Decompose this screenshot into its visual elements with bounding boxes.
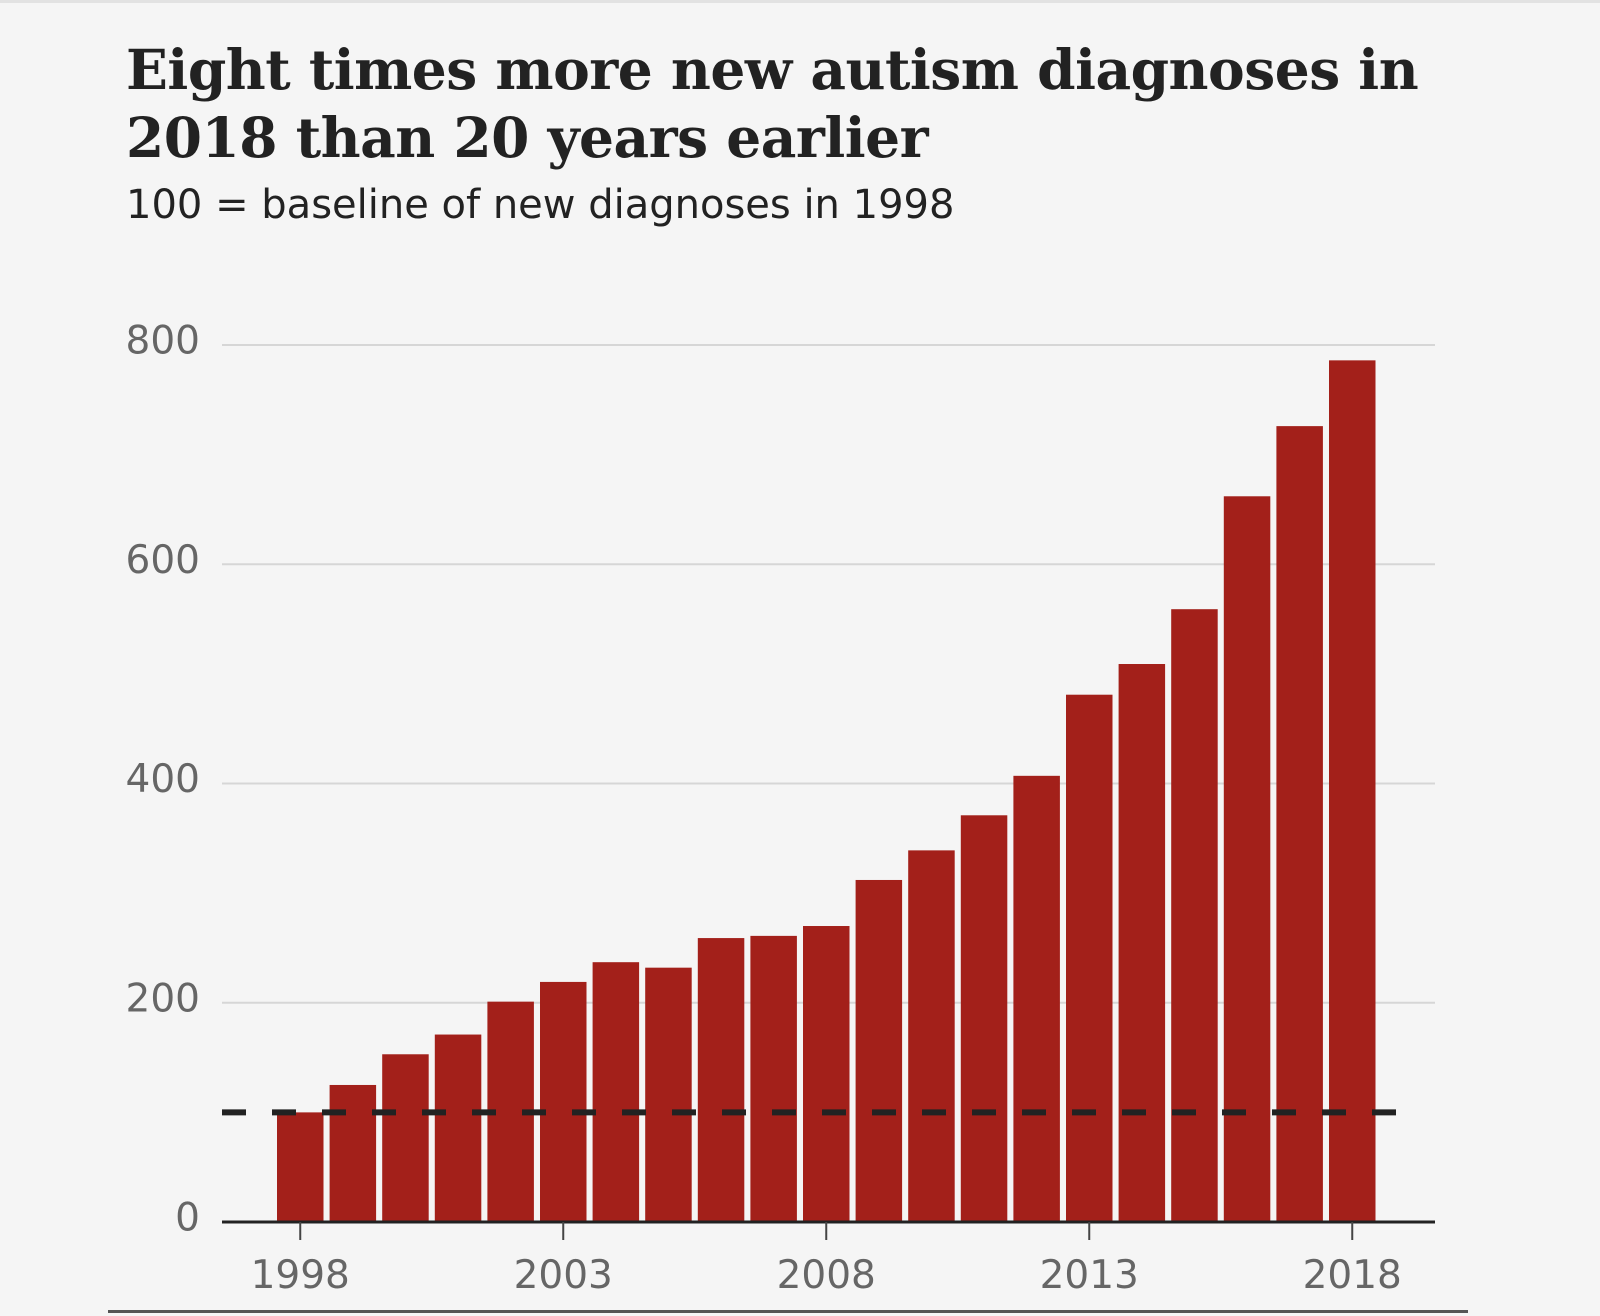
x-tick-label: 2008	[777, 1253, 876, 1298]
top-divider	[0, 0, 1600, 3]
bar-1998	[277, 1112, 324, 1222]
bar-2008	[803, 926, 850, 1222]
y-tick-label: 0	[175, 1196, 200, 1241]
y-tick-label: 400	[126, 757, 200, 802]
bar-2003	[540, 981, 587, 1222]
chart-title: Eight times more new autism diagnoses in…	[126, 37, 1419, 170]
bar-2010	[908, 850, 955, 1222]
bar-2017	[1276, 426, 1323, 1222]
bar-2005	[645, 967, 692, 1222]
bar-2001	[434, 1034, 482, 1222]
x-tick-label: 2018	[1303, 1253, 1402, 1298]
bar-2009	[855, 879, 903, 1222]
y-tick-label: 600	[126, 538, 200, 583]
x-tick-label: 2013	[1040, 1253, 1139, 1298]
bar-2011	[960, 815, 1008, 1222]
bar-2018	[1329, 360, 1376, 1222]
x-tick-label: 2003	[514, 1253, 613, 1298]
bar-2015	[1171, 609, 1218, 1222]
x-tick-label: 1998	[251, 1253, 350, 1298]
y-tick-label: 800	[126, 319, 200, 364]
bar-2014	[1118, 664, 1166, 1222]
bar-2006	[697, 938, 745, 1222]
bar-2004	[592, 962, 640, 1222]
bottom-divider	[108, 1310, 1468, 1313]
chart-subtitle: 100 = baseline of new diagnoses in 1998	[126, 182, 955, 228]
bar-2012	[1013, 775, 1060, 1222]
bar-1999	[329, 1084, 377, 1222]
y-tick-label: 200	[126, 976, 200, 1021]
bar-2007	[750, 935, 797, 1222]
bar-2000	[382, 1054, 429, 1222]
bar-2016	[1223, 496, 1271, 1223]
bar-2013	[1066, 694, 1113, 1222]
